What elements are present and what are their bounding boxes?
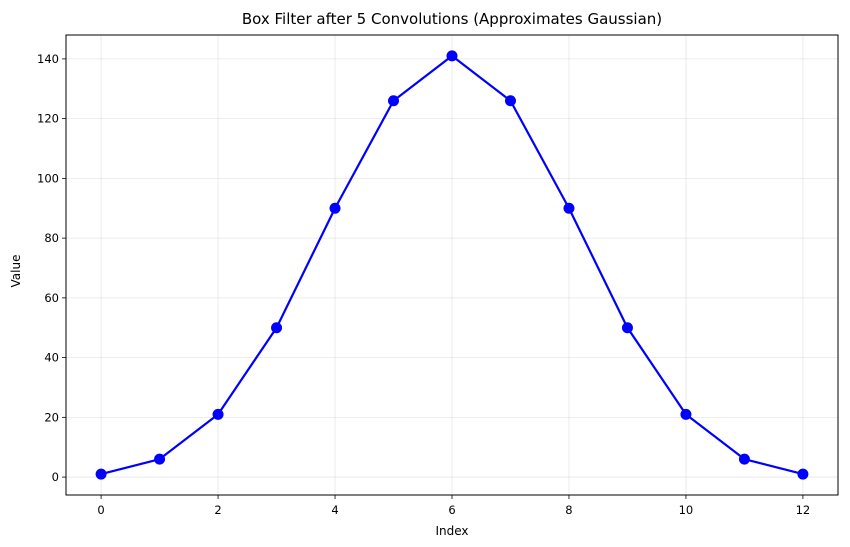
y-tick-label: 40 [44, 351, 59, 365]
x-tick-label: 8 [565, 503, 572, 517]
x-tick-label: 4 [331, 503, 338, 517]
x-axis-ticks: 0 2 4 6 8 10 12 [97, 495, 810, 517]
data-points [95, 50, 809, 480]
y-tick-label: 100 [37, 171, 59, 185]
y-tick-label: 80 [44, 231, 59, 245]
data-point [329, 202, 341, 214]
y-tick-label: 0 [52, 470, 59, 484]
data-point [388, 95, 400, 107]
data-point [680, 408, 692, 420]
data-point [446, 50, 458, 62]
y-tick-label: 60 [44, 291, 59, 305]
data-point [212, 408, 224, 420]
grid [66, 35, 838, 495]
y-tick-label: 120 [37, 112, 59, 126]
data-point [504, 95, 516, 107]
data-point [738, 453, 750, 465]
data-point [271, 322, 283, 334]
y-tick-label: 20 [44, 410, 59, 424]
data-point [621, 322, 633, 334]
x-axis-label: Index [435, 524, 468, 538]
data-point [563, 202, 575, 214]
x-tick-label: 10 [679, 503, 694, 517]
data-point [154, 453, 166, 465]
y-axis-ticks: 0 20 40 60 80 100 120 140 [37, 52, 66, 484]
x-tick-label: 2 [214, 503, 221, 517]
x-tick-label: 6 [448, 503, 455, 517]
data-point [797, 468, 809, 480]
chart-title: Box Filter after 5 Convolutions (Approxi… [242, 10, 662, 28]
x-tick-label: 12 [796, 503, 811, 517]
data-point [95, 468, 107, 480]
y-axis-label: Value [9, 255, 23, 288]
y-tick-label: 140 [37, 52, 59, 66]
x-tick-label: 0 [97, 503, 104, 517]
